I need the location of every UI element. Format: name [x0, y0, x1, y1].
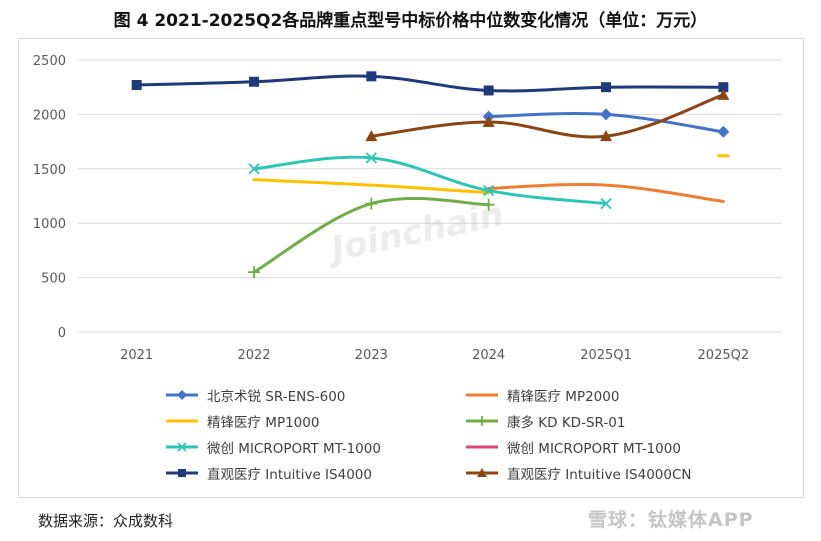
point-marker [482, 198, 495, 211]
legend-label: 精锋医疗 MP2000 [507, 388, 620, 405]
y-tick-label: 2500 [33, 54, 66, 69]
legend-item: 北京术锐 SR-ENS-600 [165, 384, 465, 405]
legend-label: 北京术锐 SR-ENS-600 [207, 388, 346, 405]
x-tick-label: 2025Q1 [580, 348, 632, 363]
legend-label: 康多 KD KD-SR-01 [507, 414, 626, 431]
x-tick-label: 2025Q2 [698, 348, 750, 363]
point-marker [483, 85, 494, 96]
legend: 北京术锐 SR-ENS-600 精锋医疗 MP2000 精锋医疗 MP1000 康多 … [165, 384, 692, 483]
point-marker [600, 130, 612, 142]
series-line [252, 178, 491, 195]
point-marker [601, 82, 611, 93]
point-marker [483, 184, 495, 197]
point-marker [482, 116, 495, 128]
legend-label: 微创 MICROPORT MT-1000 [207, 440, 381, 457]
legend-swatch [166, 441, 198, 452]
series-markers [131, 71, 730, 279]
legend-label: 直观医疗 Intuitive IS4000 [207, 466, 372, 483]
point-marker [249, 76, 259, 87]
chart-title: 图 4 2021-2025Q2各品牌重点型号中标价格中位数变化情况（单位：万元） [113, 11, 708, 31]
legend-item: 直观医疗 Intuitive IS4000CN [465, 462, 692, 483]
legend-label: 精锋医疗 MP1000 [207, 414, 320, 431]
series-line [252, 155, 608, 206]
point-marker [717, 125, 730, 138]
y-tick-label: 500 [41, 272, 66, 287]
x-tick-label: 2023 [355, 348, 388, 363]
y-tick-label: 2000 [33, 108, 66, 123]
series-line [135, 74, 725, 93]
legend-swatch [166, 389, 198, 400]
series-line [369, 93, 725, 139]
legend-swatch [466, 445, 498, 448]
point-marker [600, 108, 612, 121]
point-marker [365, 152, 377, 164]
series-line [487, 182, 725, 203]
x-tick-label: 2024 [472, 348, 505, 363]
legend-swatch [466, 393, 498, 396]
legend-swatch [466, 467, 498, 477]
legend-item: 微创 MICROPORT MT-1000 [465, 436, 685, 457]
legend-item: 直观医疗 Intuitive IS4000 [165, 462, 465, 483]
source-note: 数据来源：众成数科 [38, 512, 174, 530]
point-marker [248, 163, 260, 175]
footer-watermark: 雪球：钛媒体APP [588, 509, 754, 531]
legend-label: 直观医疗 Intuitive IS4000CN [507, 466, 692, 483]
legend-label: 微创 MICROPORT MT-1000 [507, 440, 681, 457]
point-marker [248, 266, 260, 279]
x-tick-label: 2021 [120, 348, 153, 363]
chart-frame [18, 38, 804, 498]
point-marker [365, 197, 378, 210]
y-tick-label: 1500 [33, 163, 66, 178]
point-marker [131, 80, 142, 91]
y-tick-label: 0 [58, 326, 66, 341]
point-marker [718, 82, 729, 93]
x-tick-label: 2022 [237, 348, 270, 363]
y-tick-label: 1000 [33, 217, 66, 232]
legend-item: 微创 MICROPORT MT-1000 [165, 436, 465, 457]
legend-item: 精锋医疗 MP1000 [165, 410, 465, 431]
point-marker [600, 197, 612, 210]
legend-swatch [166, 468, 198, 477]
point-marker [366, 71, 377, 82]
y-axis: 0 500 1000 1500 2000 2500 [33, 54, 66, 341]
gridlines [78, 59, 782, 333]
legend-item: 康多 KD KD-SR-01 [465, 410, 685, 431]
legend-swatch [166, 419, 198, 422]
point-marker [717, 88, 730, 100]
legend-item: 精锋医疗 MP2000 [465, 384, 685, 405]
legend-swatch [466, 415, 498, 426]
point-marker [365, 130, 378, 142]
x-axis: 2021 2022 2023 2024 2025Q1 2025Q2 [120, 348, 749, 363]
